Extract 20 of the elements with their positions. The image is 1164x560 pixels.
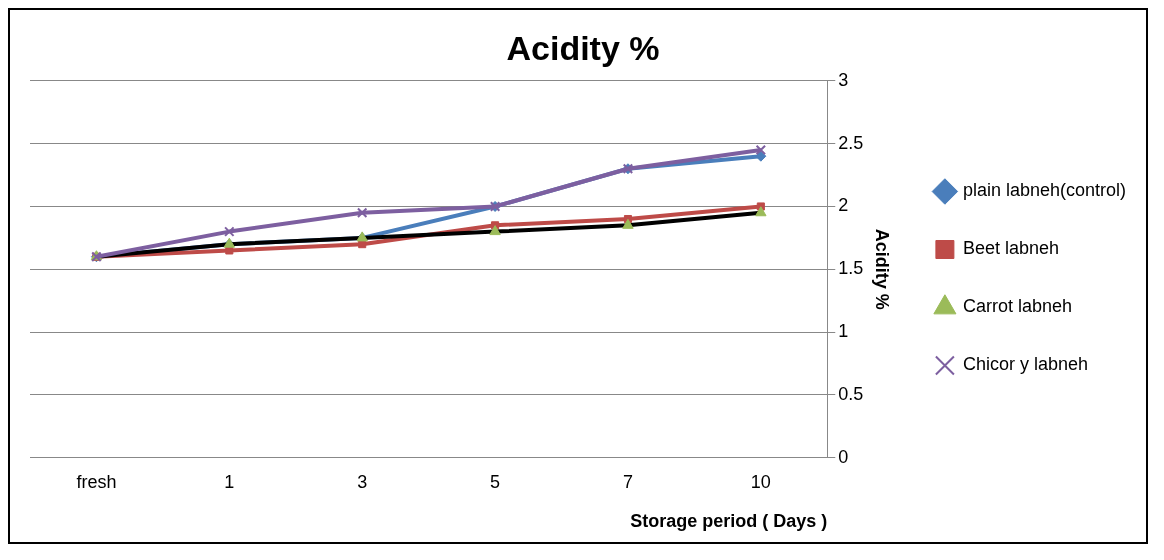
y-tick-label: 0 <box>838 446 849 467</box>
y-tick-label: 3 <box>838 69 849 90</box>
legend-label: Carrot labneh <box>962 296 1072 317</box>
x-tick-label: 7 <box>622 471 633 492</box>
x-tick-label: fresh <box>76 471 117 492</box>
y-axis-title: Acidity % <box>872 228 893 310</box>
x-tick-label: 5 <box>490 471 501 492</box>
legend-label: Beet labneh <box>962 238 1059 259</box>
x-tick-label: 3 <box>357 471 368 492</box>
x-tick-label: 1 <box>224 471 235 492</box>
y-tick-label: 0.5 <box>838 383 864 404</box>
chart-title: Acidity % <box>506 28 660 67</box>
legend-label: plain labneh(control) <box>962 180 1127 201</box>
y-tick-label: 1 <box>838 321 849 342</box>
legend-label: Chicor y labneh <box>962 354 1088 375</box>
y-tick-label: 1.5 <box>838 258 864 279</box>
x-axis-title: Storage period ( Days ) <box>630 511 828 532</box>
x-tick-label: 10 <box>750 471 771 492</box>
y-tick-label: 2 <box>838 195 849 216</box>
y-tick-label: 2.5 <box>838 132 864 153</box>
